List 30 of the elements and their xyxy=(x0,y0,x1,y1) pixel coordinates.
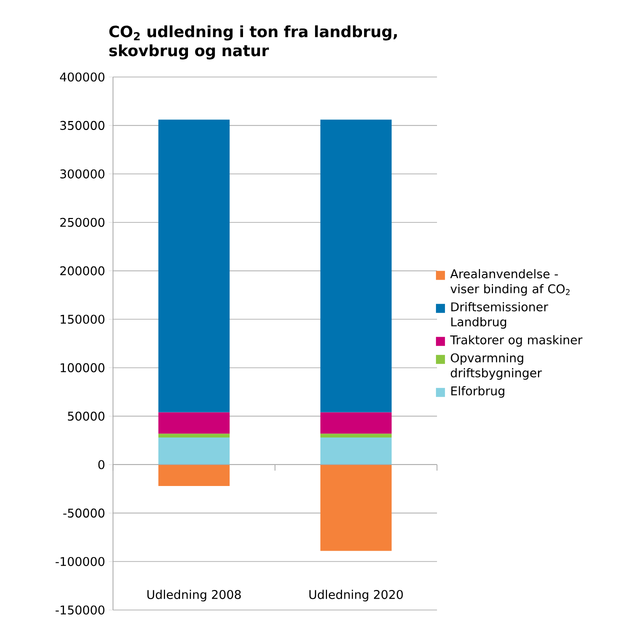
legend-label: Elforbrug xyxy=(451,386,504,398)
x-tick-label: Udledning 2020 xyxy=(309,590,403,602)
bar xyxy=(158,464,230,486)
y-tick-label: 100000 xyxy=(60,363,104,372)
y-tick-label: 400000 xyxy=(60,72,104,82)
y-tick-label: 50000 xyxy=(68,412,104,421)
bar xyxy=(158,412,230,434)
chart-title: CO$_{2}$ udledning i ton fra landbrug, skovbrug og natur xyxy=(109,25,397,60)
bar xyxy=(320,437,392,465)
legend-label: Driftsemissioner Landbrug xyxy=(451,302,548,329)
bar xyxy=(320,412,392,434)
bar xyxy=(320,434,392,438)
y-tick-label: -100000 xyxy=(56,556,104,566)
y-tick-label: -50000 xyxy=(63,508,104,518)
legend-label: Arealanvendelse - viser binding af CO$_{2}$ xyxy=(450,269,570,296)
y-tick-label: -150000 xyxy=(56,605,104,615)
legend-label: Opvarmning driftsbygninger xyxy=(450,353,542,380)
bar xyxy=(158,437,230,465)
bar xyxy=(320,464,392,551)
y-tick-label: 200000 xyxy=(60,266,104,276)
bar xyxy=(158,120,230,412)
y-tick-label: 150000 xyxy=(60,314,104,324)
y-tick-label: 250000 xyxy=(60,218,104,227)
y-tick-label: 300000 xyxy=(60,169,104,178)
y-tick-label: 350000 xyxy=(60,120,104,130)
bar xyxy=(320,120,392,412)
legend-label: Traktorer og maskiner xyxy=(450,335,582,347)
x-tick-label: Udledning 2008 xyxy=(147,590,241,602)
bar xyxy=(158,434,230,438)
y-tick-label: 0 xyxy=(98,460,104,470)
